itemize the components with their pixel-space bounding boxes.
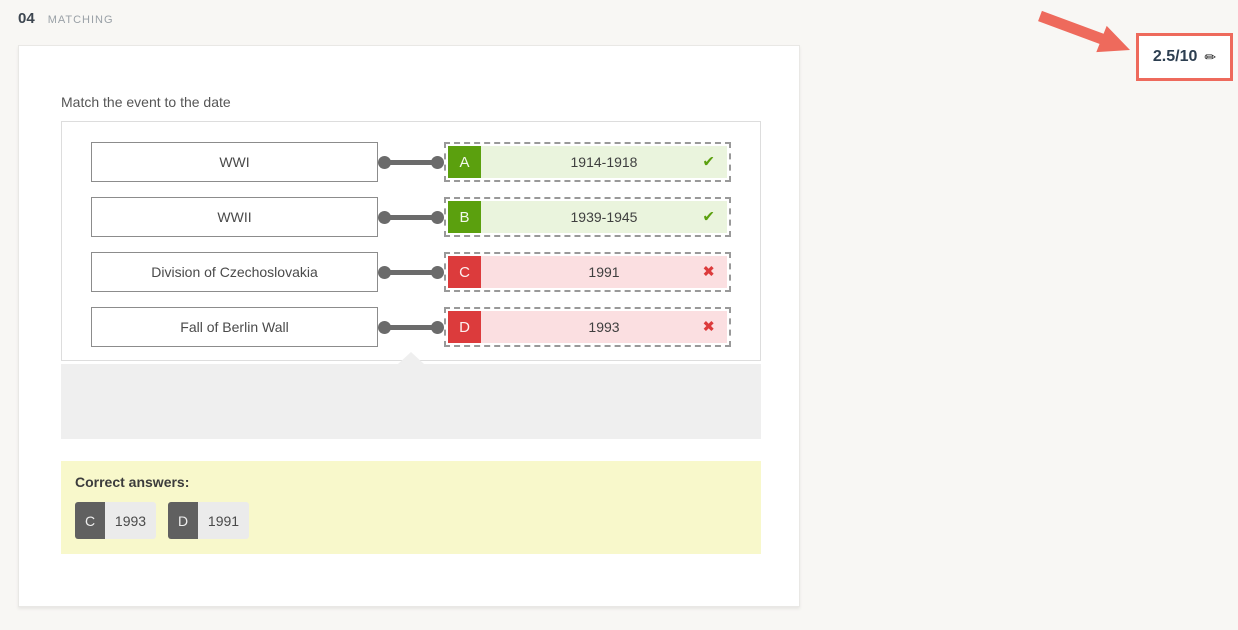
check-icon: ✔: [702, 153, 715, 171]
connector-dot: [431, 210, 444, 224]
event-label: Fall of Berlin Wall: [180, 319, 289, 335]
answer-choices-tray: [61, 352, 761, 439]
question-type-label: MATCHING: [47, 14, 114, 26]
chip-value: 1991: [198, 502, 249, 539]
answer-dropzone[interactable]: D 1993 ✖: [444, 307, 731, 347]
answer-value: 1914-1918: [481, 146, 727, 178]
answer-dropzone[interactable]: A 1914-1918 ✔: [444, 142, 731, 182]
answer-value: 1993: [481, 311, 727, 343]
match-connector: [378, 210, 444, 224]
question-card: Match the event to the date WWI A 1914-1…: [18, 45, 800, 607]
connector-dot: [431, 155, 444, 169]
matching-panel: WWI A 1914-1918 ✔ WWII B 1939-1945 ✔: [61, 121, 761, 361]
edit-score-pencil-icon[interactable]: ✏: [1204, 49, 1217, 65]
connector-dot: [378, 210, 391, 224]
correct-answer-chip: D 1991: [168, 502, 249, 539]
connector-dot: [378, 265, 391, 279]
question-number: 04: [18, 10, 35, 27]
connector-line: [389, 159, 433, 165]
correct-answer-chips: C 1993 D 1991: [75, 502, 249, 539]
event-label: Division of Czechoslovakia: [151, 264, 318, 280]
connector-line: [389, 324, 433, 330]
answer-value: 1939-1945: [481, 201, 727, 233]
answer-letter-badge: A: [448, 146, 481, 178]
connector-line: [389, 214, 433, 220]
event-box: Fall of Berlin Wall: [91, 307, 378, 347]
question-header: 04 MATCHING: [18, 10, 114, 27]
answer-letter-badge: D: [448, 311, 481, 343]
match-row: Division of Czechoslovakia C 1991 ✖: [91, 252, 760, 292]
answer-value: 1991: [481, 256, 727, 288]
check-icon: ✔: [702, 208, 715, 226]
match-row: WWII B 1939-1945 ✔: [91, 197, 760, 237]
answer-dropzone[interactable]: B 1939-1945 ✔: [444, 197, 731, 237]
cross-icon: ✖: [702, 318, 715, 336]
question-prompt: Match the event to the date: [61, 94, 231, 110]
correct-answer-chip: C 1993: [75, 502, 156, 539]
annotation-arrow: [1038, 10, 1130, 53]
event-box: Division of Czechoslovakia: [91, 252, 378, 292]
connector-line: [389, 269, 433, 275]
event-box: WWII: [91, 197, 378, 237]
connector-dot: [431, 265, 444, 279]
answer-letter-badge: B: [448, 201, 481, 233]
match-row: Fall of Berlin Wall D 1993 ✖: [91, 307, 760, 347]
score-value: 2.5/10: [1152, 48, 1198, 65]
correct-answers-section: Correct answers: C 1993 D 1991: [61, 461, 761, 554]
connector-dot: [378, 320, 391, 334]
connector-dot: [378, 155, 391, 169]
event-box: WWI: [91, 142, 378, 182]
match-connector: [378, 265, 444, 279]
answer-letter-badge: C: [448, 256, 481, 288]
tray-notch: [398, 352, 424, 364]
matching-rows: WWI A 1914-1918 ✔ WWII B 1939-1945 ✔: [62, 142, 760, 347]
correct-answers-label: Correct answers:: [75, 474, 190, 490]
chip-value: 1993: [105, 502, 156, 539]
event-label: WWI: [219, 154, 250, 170]
match-row: WWI A 1914-1918 ✔: [91, 142, 760, 182]
match-connector: [378, 155, 444, 169]
match-connector: [378, 320, 444, 334]
event-label: WWII: [217, 209, 252, 225]
connector-dot: [431, 320, 444, 334]
cross-icon: ✖: [702, 263, 715, 281]
score-badge[interactable]: 2.5/10 ✏: [1136, 33, 1233, 81]
answer-dropzone[interactable]: C 1991 ✖: [444, 252, 731, 292]
chip-letter-badge: D: [168, 502, 198, 539]
chip-letter-badge: C: [75, 502, 105, 539]
